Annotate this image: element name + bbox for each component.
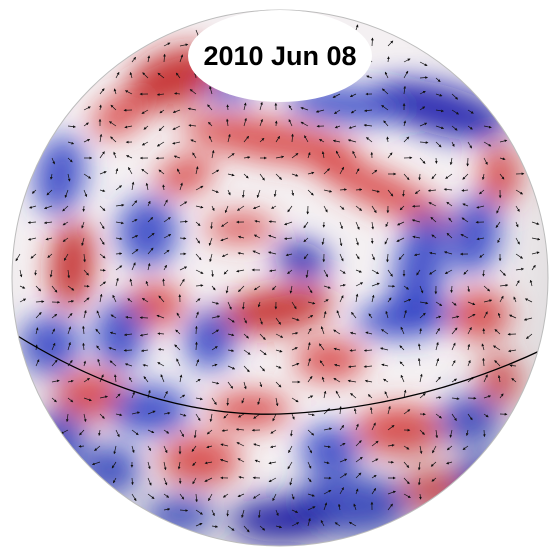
- date-label: 2010 Jun 08: [203, 41, 356, 71]
- date-label-background: [188, 10, 372, 102]
- sphere-shading: [12, 10, 548, 546]
